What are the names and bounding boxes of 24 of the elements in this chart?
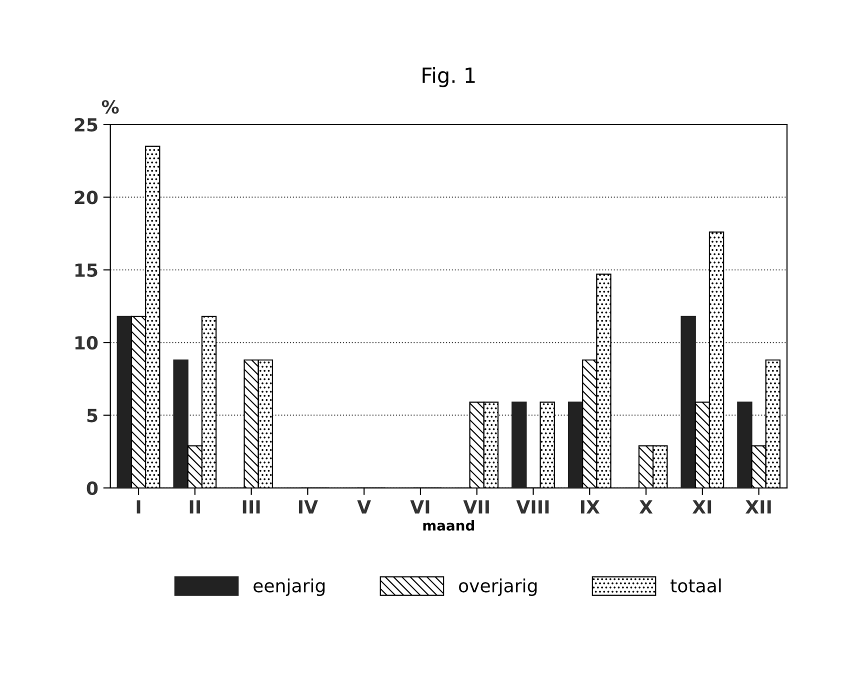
legend-label: eenjarig	[254, 578, 325, 596]
x-tick-label: VI	[410, 500, 430, 514]
x-tick-label: IX	[580, 500, 600, 514]
legend-label: overjarig	[459, 578, 537, 596]
y-tick-label: 10	[75, 336, 98, 350]
x-tick-label: V	[357, 500, 371, 514]
x-tick-label: VII	[463, 500, 489, 514]
legend-label: totaal	[670, 578, 721, 592]
y-axis-title: %	[102, 100, 119, 114]
y-tick-label: 25	[74, 118, 98, 132]
chart-title: Fig. 1	[422, 67, 475, 88]
y-tick-label: 5	[87, 408, 98, 422]
x-tick-label: XI	[692, 500, 712, 514]
x-tick-label: X	[639, 500, 653, 514]
x-tick-label: I	[136, 500, 140, 514]
x-axis-title: maand	[423, 520, 474, 531]
y-tick-label: 15	[75, 264, 98, 277]
x-tick-label: VIII	[516, 500, 549, 514]
x-tick-label: II	[190, 500, 200, 514]
x-tick-label: IV	[299, 500, 318, 514]
y-tick-label: 20	[74, 190, 98, 204]
y-tick-label: 0	[86, 481, 98, 496]
x-tick-label: III	[242, 500, 260, 514]
x-tick-label: XII	[745, 500, 771, 514]
